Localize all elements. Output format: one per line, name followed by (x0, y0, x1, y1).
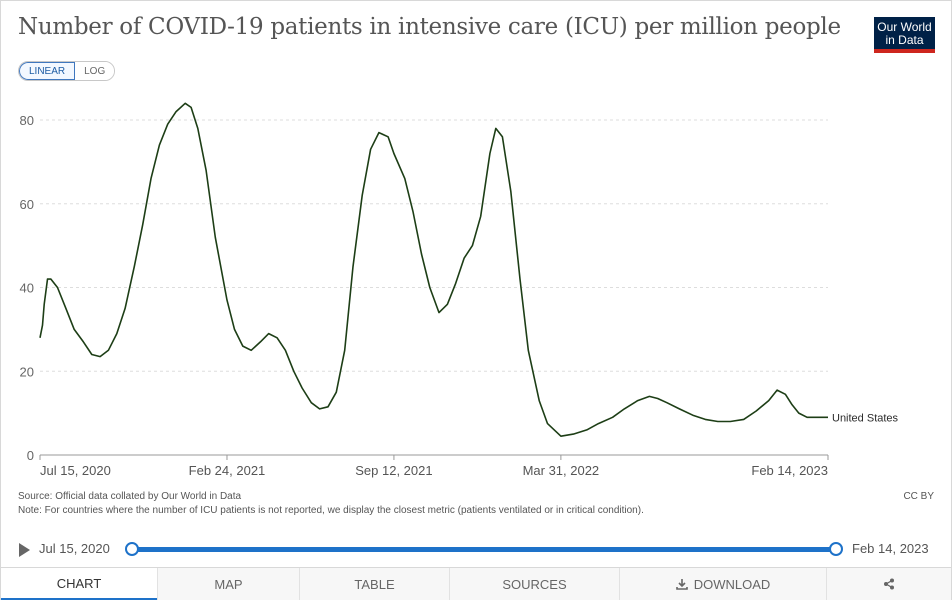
tab-map[interactable]: MAP (157, 568, 299, 600)
license-link[interactable]: CC BY (903, 491, 934, 502)
tab-sources[interactable]: SOURCES (449, 568, 619, 600)
timeline-end-label: Feb 14, 2023 (852, 541, 929, 556)
series-group: United States (39, 102, 899, 437)
y-tick-label: 60 (20, 197, 34, 212)
linear-scale-button[interactable]: LINEAR (19, 62, 76, 80)
tab-bar: CHART MAP TABLE SOURCES DOWNLOAD (1, 567, 951, 600)
timeline-slider: Jul 15, 2020 Feb 14, 2023 (0, 538, 952, 562)
timeline-track[interactable] (132, 547, 836, 552)
timeline-start-label: Jul 15, 2020 (39, 541, 110, 556)
x-tick-label: Feb 24, 2021 (189, 463, 266, 478)
logo-bar (874, 49, 935, 53)
logo-line2: in Data (885, 33, 924, 47)
y-tick-label: 0 (27, 448, 34, 463)
download-icon (675, 579, 688, 590)
series-label-united-states: United States (832, 412, 899, 424)
tab-download[interactable]: DOWNLOAD (619, 568, 826, 600)
source-note: Source: Official data collated by Our Wo… (18, 491, 242, 502)
tab-download-label: DOWNLOAD (693, 576, 771, 592)
x-tick-label: Mar 31, 2022 (523, 463, 600, 478)
y-tick-label: 80 (20, 113, 34, 128)
x-axis: Jul 15, 2020 Feb 24, 2021 Sep 12, 2021 Mar … (39, 454, 829, 478)
tab-chart[interactable]: CHART (1, 568, 157, 600)
x-tick-label: Feb 14, 2023 (751, 463, 828, 478)
line-chart: 0 20 40 60 80 Jul 15, 2020 Feb 24, 2021 Sep 12… (20, 102, 899, 478)
gridlines (40, 119, 828, 372)
logo-line1: Our World (877, 20, 932, 34)
log-scale-button[interactable]: LOG (75, 62, 115, 80)
chart-title: Number of COVID-19 patients in intensive… (18, 14, 841, 40)
play-icon[interactable] (19, 543, 30, 557)
y-tick-label: 20 (20, 364, 34, 379)
tab-share[interactable] (826, 568, 951, 600)
y-axis: 0 20 40 60 80 (20, 113, 34, 463)
methodology-note: Note: For countries where the number of … (18, 505, 644, 516)
series-line-united-states (39, 102, 828, 437)
timeline-start-handle[interactable] (125, 542, 139, 556)
timeline-end-handle[interactable] (829, 542, 843, 556)
owid-logo[interactable]: Our World in Data (874, 17, 935, 53)
y-tick-label: 40 (20, 281, 34, 296)
x-tick-label: Jul 15, 2020 (40, 463, 111, 478)
scale-toggle: LINEAR LOG (18, 61, 116, 81)
tab-table[interactable]: TABLE (299, 568, 449, 600)
x-tick-label: Sep 12, 2021 (355, 463, 432, 478)
share-icon (884, 578, 894, 590)
